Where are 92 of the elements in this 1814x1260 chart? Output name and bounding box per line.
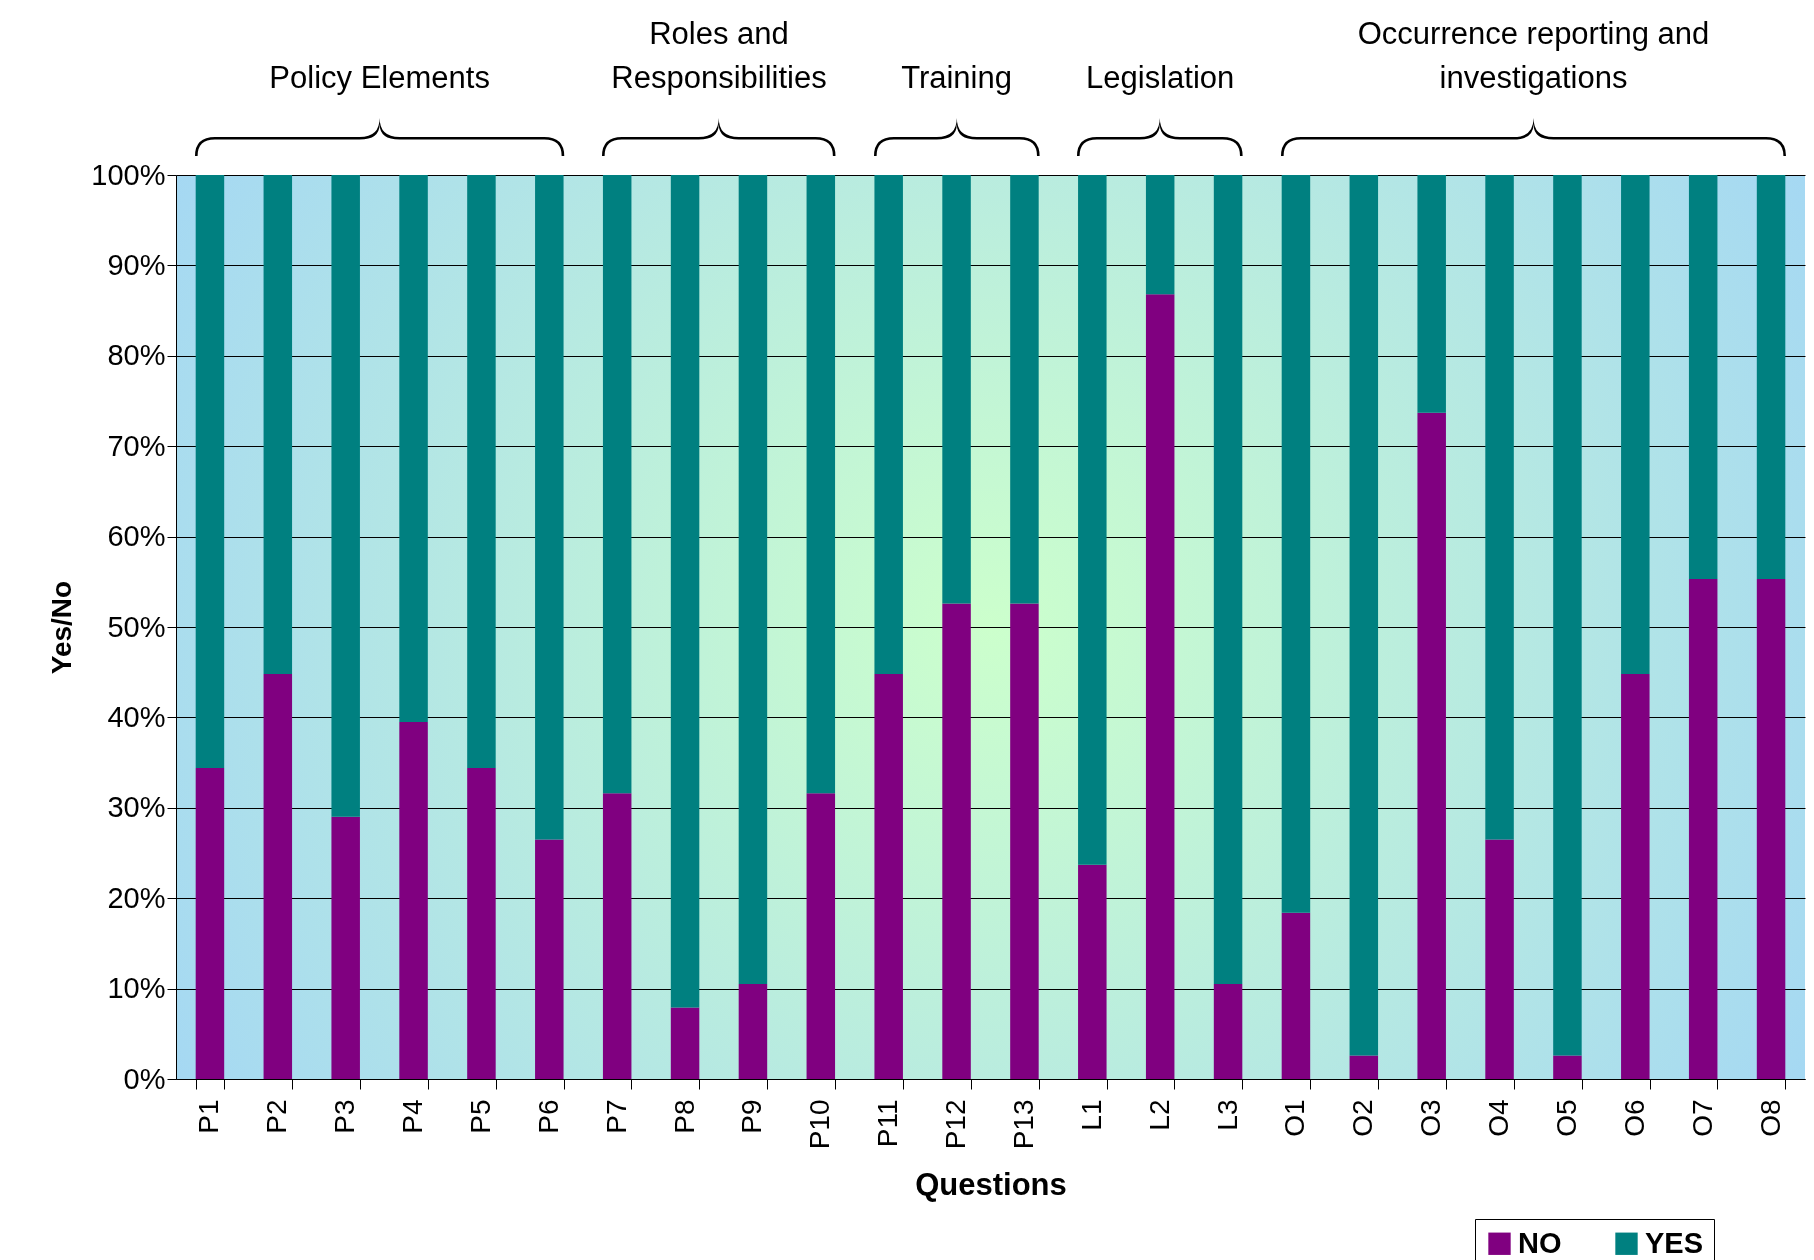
x-tick-label: O1 [1279, 1099, 1311, 1137]
bar [195, 175, 225, 769]
x-tick-label: P10 [804, 1099, 836, 1150]
bar [1553, 1055, 1582, 1079]
bar [467, 768, 496, 1079]
y-tick-label: 50% [107, 610, 166, 643]
x-axis-title: Questions [915, 1167, 1067, 1203]
x-tick-label: L3 [1211, 1099, 1243, 1131]
y-tick-label: 30% [107, 791, 166, 824]
x-tick-label: P2 [261, 1099, 293, 1134]
bar [1010, 175, 1039, 604]
x-tick-label: P12 [940, 1099, 972, 1150]
x-tick-label: P1 [193, 1099, 225, 1134]
bar [1756, 579, 1786, 1079]
bar [399, 175, 428, 722]
bar [535, 839, 564, 1079]
text: Occurrence reporting and investigations [1356, 15, 1711, 97]
x-tick-label: P3 [329, 1099, 361, 1134]
x-tick-label: O7 [1686, 1099, 1718, 1137]
y-tick-label: 40% [107, 700, 166, 733]
bar [263, 674, 293, 1079]
x-tick-label: P6 [532, 1099, 564, 1134]
bar [331, 175, 360, 817]
bar [1417, 412, 1446, 1079]
y-axis-title: Yes/No [46, 580, 78, 675]
x-tick-label: O8 [1754, 1099, 1786, 1137]
bar [263, 175, 293, 675]
bar [1213, 175, 1243, 985]
y-tick-label: 60% [107, 520, 166, 553]
bar [602, 793, 632, 1079]
bar [1349, 175, 1379, 1056]
bar [195, 768, 225, 1079]
bar [670, 175, 700, 1008]
y-tick-label: 20% [107, 881, 166, 914]
bar [1010, 603, 1039, 1079]
legend-label: YES [1645, 1226, 1704, 1259]
bar [535, 175, 564, 840]
y-tick-label: 100% [91, 158, 166, 191]
bar [806, 175, 836, 794]
bar [806, 793, 836, 1079]
y-tick-label: 80% [107, 339, 166, 372]
x-tick-label: O4 [1483, 1099, 1515, 1137]
x-tick-label: P4 [397, 1099, 429, 1134]
x-tick-label: O2 [1347, 1099, 1379, 1137]
bar [399, 721, 428, 1079]
bar [738, 984, 768, 1079]
bar [1349, 1055, 1379, 1079]
x-tick-label: L2 [1143, 1099, 1175, 1131]
x-tick-label: O3 [1415, 1099, 1447, 1137]
x-tick-label: P13 [1007, 1099, 1039, 1150]
y-tick-label: 90% [107, 248, 166, 281]
y-tick-label: 70% [107, 429, 166, 462]
bar [1145, 294, 1175, 1079]
x-tick-label: O6 [1618, 1099, 1650, 1137]
bar [331, 816, 360, 1079]
x-tick-label: P8 [668, 1099, 700, 1134]
bar [738, 175, 768, 985]
bar [874, 175, 903, 675]
x-tick-label: P7 [600, 1099, 632, 1134]
bar [670, 1007, 700, 1079]
bar [1621, 175, 1650, 675]
bar [1621, 674, 1650, 1079]
text: Legislation [1085, 59, 1236, 97]
bar [467, 175, 496, 769]
bar [1417, 175, 1446, 413]
y-tick-label: 10% [107, 972, 166, 1005]
bar [1553, 175, 1582, 1056]
x-tick-label: L1 [1075, 1099, 1107, 1131]
bar [1078, 175, 1107, 865]
bar [874, 674, 903, 1079]
bar [602, 175, 632, 794]
bar [1281, 912, 1311, 1079]
bar [1078, 864, 1107, 1079]
x-tick-label: O5 [1550, 1099, 1582, 1137]
text: Policy Elements [268, 59, 491, 97]
bar [1281, 175, 1311, 913]
bar [1756, 175, 1786, 580]
bar [1688, 579, 1718, 1079]
x-tick-label: P11 [872, 1099, 904, 1148]
text: Training [900, 59, 1013, 97]
bar [1485, 839, 1514, 1079]
legend-label: NO [1518, 1226, 1562, 1259]
bar [1145, 175, 1175, 295]
x-tick-label: P5 [464, 1099, 496, 1134]
x-tick-label: P9 [736, 1099, 768, 1134]
bar [942, 603, 971, 1079]
text: Roles and Responsibilities [610, 15, 828, 97]
bar [1213, 984, 1243, 1079]
y-tick-label: 0% [123, 1062, 166, 1095]
bar [942, 175, 971, 604]
bar [1485, 175, 1514, 840]
bar [1688, 175, 1718, 580]
